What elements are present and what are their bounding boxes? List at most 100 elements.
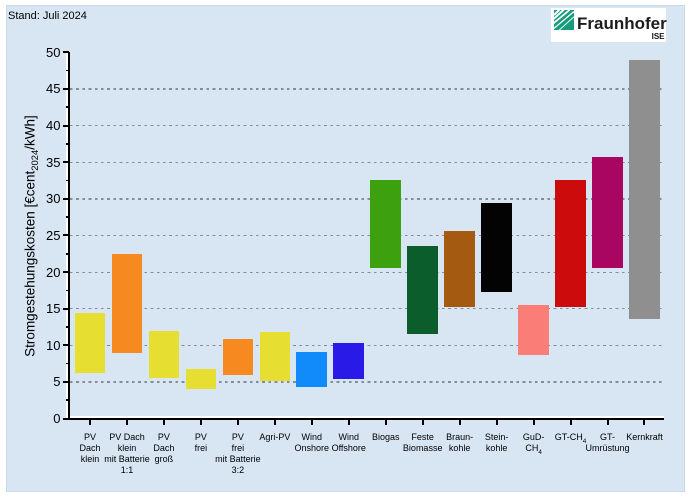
bar-2 [148, 330, 180, 378]
x-tick-label-6-line-1: Onshore [294, 442, 330, 453]
bar-15 [629, 59, 660, 319]
bar-0 [74, 313, 106, 374]
x-tick-label-0-line-0: PV [83, 431, 97, 442]
y-tick-20 [63, 271, 70, 274]
y-minor-tick-37.5 [65, 143, 70, 145]
x-tick-label-2-line-0: PV [157, 431, 170, 442]
x-tick-label-11-line-1: kohle [485, 442, 508, 453]
x-tick-label-1-line-2: mit Batterie [104, 453, 150, 464]
bar-9 [407, 246, 438, 335]
bar-14 [592, 157, 623, 269]
x-tick-0 [89, 419, 91, 426]
bar-3 [185, 368, 217, 389]
x-tick-label-2-line-1: Dach [153, 442, 175, 453]
x-tick-label-11: Stein-kohle [485, 432, 509, 454]
y-tick-label-10: 10 [46, 337, 61, 353]
y-tick-35 [63, 161, 70, 164]
y-axis-line [68, 51, 71, 420]
y-tick-0 [63, 417, 70, 420]
fraunhofer-logo-wordmark: Fraunhofer [577, 14, 667, 33]
y-minor-tick-12.5 [65, 326, 70, 328]
x-tick-label-4-line-2: mit Batterie [215, 453, 261, 464]
x-tick-label-0: PV Dach klein [79, 432, 100, 466]
x-tick-10 [458, 419, 461, 426]
x-tick-label-9: Feste Biomasse [403, 432, 443, 454]
x-tick-label-3-line-0: PV [194, 431, 207, 442]
x-axis-highlight [68, 416, 665, 418]
gridline-15 [70, 308, 665, 310]
y-tick-label-35: 35 [46, 154, 61, 170]
x-tick-label-3: PV frei [195, 432, 208, 454]
gridline-20 [70, 271, 665, 273]
x-tick-label-10-line-1: kohle [448, 442, 471, 453]
x-tick-label-0-line-1: Dach [79, 442, 101, 453]
y-tick-40 [63, 124, 70, 127]
x-tick-label-1-line-0: PV Dach [109, 431, 145, 442]
x-tick-1 [125, 419, 128, 426]
x-tick-label-5: Agri-PV [259, 432, 290, 443]
x-tick-11 [495, 419, 498, 426]
y-minor-tick-7.5 [65, 362, 70, 365]
y-minor-tick-17.5 [65, 289, 70, 292]
x-tick-label-4-line-3: 3:2 [231, 465, 245, 476]
fraunhofer-logo-icon [554, 10, 574, 30]
x-tick-label-10: Braun-kohle [446, 432, 473, 454]
y-tick-45 [63, 87, 70, 90]
x-tick-label-1-line-3: 1:1 [120, 465, 134, 476]
gridline-5 [70, 381, 665, 383]
y-minor-tick-22.5 [65, 252, 70, 255]
gridline-10 [70, 344, 665, 347]
x-tick-label-8-line-0: Biogas [371, 431, 400, 442]
x-tick-label-14-line-1: Umrüstung [585, 442, 630, 453]
gridline-40 [70, 125, 665, 127]
y-tick-label-45: 45 [46, 81, 61, 97]
x-tick-7 [347, 419, 350, 426]
bar-11 [481, 203, 512, 292]
x-tick-label-15: Kernkraft [626, 432, 663, 443]
bar-5 [259, 332, 291, 381]
x-tick-label-9-line-1: Biomasse [402, 442, 443, 453]
gridline-25 [70, 234, 665, 237]
x-tick-13 [569, 419, 572, 426]
x-tick-label-6-line-0: Wind [301, 431, 323, 442]
x-tick-label-5-line-0: Agri-PV [259, 431, 291, 442]
x-tick-label-2: PV Dach groß [153, 432, 174, 466]
x-tick-4 [236, 419, 239, 426]
x-tick-5 [273, 419, 276, 426]
x-tick-2 [162, 419, 165, 426]
bar-7 [333, 343, 365, 380]
x-tick-3 [199, 419, 202, 426]
x-tick-label-12: GuD- CH4 [523, 432, 545, 456]
x-tick-label-1: PV Dach klein mit Batterie 1:1 [104, 432, 150, 477]
y-tick-label-40: 40 [46, 118, 61, 134]
x-tick-label-2-line-2: groß [154, 453, 174, 464]
bar-4 [222, 339, 254, 375]
bar-6 [296, 351, 328, 388]
x-tick-9 [421, 419, 424, 426]
x-tick-label-7-line-1: Offshore [331, 442, 366, 453]
y-tick-label-25: 25 [46, 227, 61, 243]
x-tick-label-7: Wind Offshore [332, 432, 366, 454]
y-minor-tick-32.5 [65, 179, 70, 182]
y-tick-label-30: 30 [46, 191, 61, 207]
y-tick-30 [63, 197, 70, 200]
x-tick-6 [310, 419, 313, 426]
bar-10 [444, 231, 475, 308]
x-tick-label-14: GT- Umrüstung [585, 432, 629, 454]
fraunhofer-logo-institute: ISE [651, 32, 665, 41]
x-tick-label-6: Wind Onshore [295, 432, 330, 454]
x-tick-8 [384, 419, 387, 426]
bar-8 [370, 179, 401, 269]
y-tick-label-5: 5 [53, 374, 61, 390]
x-tick-label-7-line-0: Wind [338, 431, 360, 442]
y-tick-15 [63, 307, 70, 310]
y-tick-25 [63, 234, 70, 237]
bar-13 [555, 179, 586, 307]
y-minor-tick-27.5 [65, 216, 70, 218]
gridline-45 [70, 88, 665, 90]
date-note: Stand: Juli 2024 [8, 10, 87, 22]
gridline-35 [70, 161, 665, 163]
x-tick-12 [532, 419, 535, 426]
